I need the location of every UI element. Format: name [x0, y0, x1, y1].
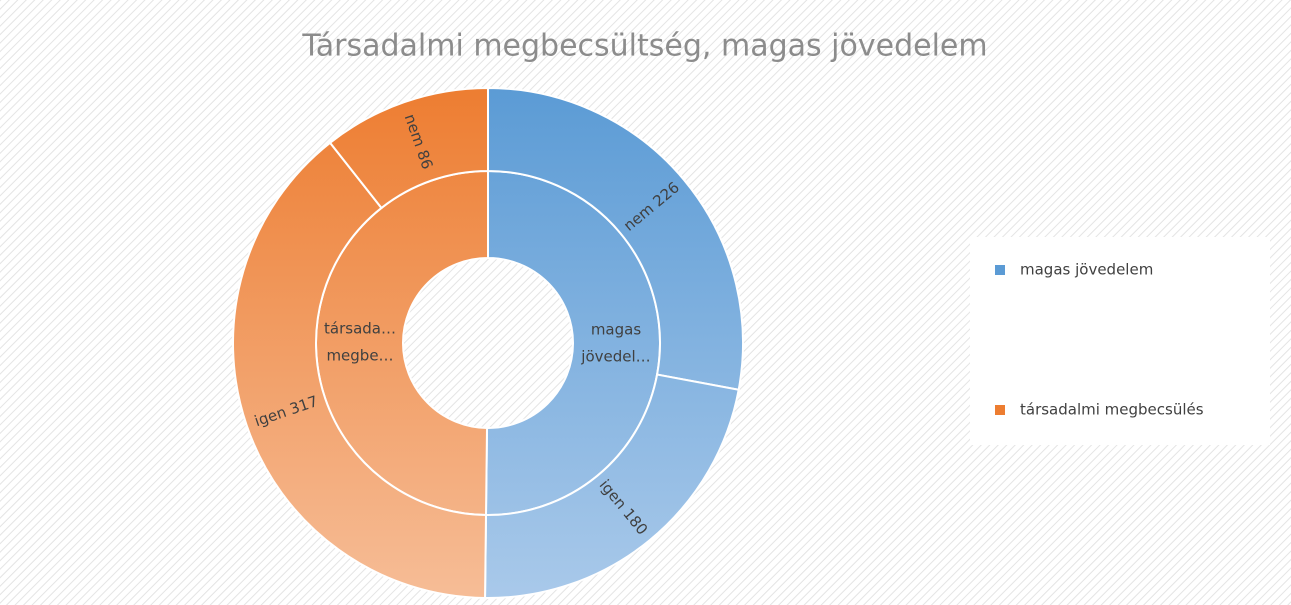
inner-label: megbe… — [326, 346, 393, 364]
legend-label: magas jövedelem — [1020, 261, 1153, 279]
inner-label: társada… — [324, 319, 396, 337]
legend-box — [970, 237, 1270, 445]
inner-label: jövedel… — [580, 348, 650, 366]
legend-swatch — [995, 265, 1005, 275]
outer-segment — [487, 86, 744, 391]
legend-swatch — [995, 405, 1005, 415]
chart-title: Társadalmi megbecsültség, magas jövedele… — [301, 29, 987, 64]
inner-label: magas — [591, 321, 642, 339]
outer-segment — [328, 86, 489, 210]
outer-segment — [232, 141, 488, 599]
legend-label: társadalmi megbecsülés — [1020, 401, 1204, 419]
